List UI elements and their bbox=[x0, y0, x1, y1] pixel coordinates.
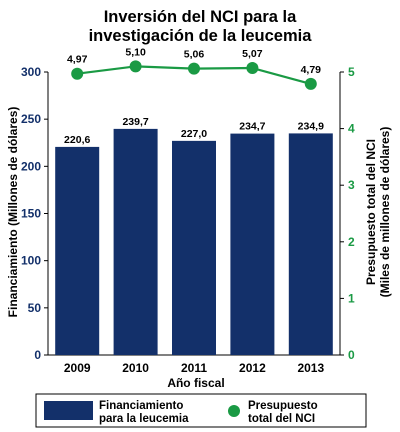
legend-label-funding-line-2: para la leucemia bbox=[99, 413, 189, 425]
right-tick-label: 2 bbox=[348, 235, 355, 249]
legend-label-budget-line-1: Presupuesto bbox=[248, 400, 318, 412]
chart-title-line-1: Inversión del NCI para la bbox=[104, 8, 297, 26]
budget-value-label: 5,06 bbox=[184, 49, 205, 61]
left-tick-label: 250 bbox=[21, 112, 41, 126]
left-tick-label: 300 bbox=[21, 65, 41, 79]
right-tick-label: 0 bbox=[348, 348, 355, 362]
bar bbox=[288, 133, 333, 355]
legend-label-funding-line-1: Financiamiento bbox=[99, 400, 183, 412]
budget-value-label: 4,79 bbox=[301, 64, 322, 76]
x-tick-label: 2012 bbox=[239, 361, 266, 375]
left-axis-title: Financiamiento (Millones de dólares) bbox=[6, 107, 20, 318]
bar-value-label: 220,6 bbox=[64, 134, 90, 146]
bar-value-label: 234,7 bbox=[239, 121, 265, 133]
right-axis-title-line-1: Presupuesto total del NCI bbox=[364, 139, 378, 285]
bar bbox=[230, 133, 275, 355]
budget-point bbox=[71, 67, 84, 80]
bar-value-label: 234,9 bbox=[298, 120, 324, 132]
budget-point bbox=[129, 60, 142, 73]
x-tick-label: 2010 bbox=[122, 361, 149, 375]
budget-value-label: 5,07 bbox=[242, 48, 263, 60]
left-tick-label: 0 bbox=[34, 348, 41, 362]
legend-swatch-funding bbox=[44, 401, 93, 420]
right-tick-label: 3 bbox=[348, 178, 355, 192]
bar-value-label: 239,7 bbox=[122, 116, 148, 128]
budget-point bbox=[246, 62, 259, 75]
budget-value-label: 5,10 bbox=[125, 46, 146, 58]
left-tick-label: 200 bbox=[21, 159, 41, 173]
budget-value-label: 4,97 bbox=[67, 54, 88, 66]
right-tick-label: 1 bbox=[348, 291, 355, 305]
plot-area: 0 50 100 150 200 250 300 0 1 2 3 4 5 2009 2010 2011 2012… bbox=[21, 46, 355, 375]
left-tick-label: 150 bbox=[21, 207, 41, 221]
bar bbox=[55, 146, 100, 355]
budget-point bbox=[304, 77, 317, 90]
bar bbox=[113, 128, 158, 355]
x-tick-label: 2011 bbox=[181, 361, 207, 375]
legend: Financiamiento para la leucemia Presupue… bbox=[35, 393, 367, 428]
x-tick-label: 2013 bbox=[297, 361, 324, 375]
bar bbox=[172, 140, 216, 355]
legend-marker-budget bbox=[228, 405, 240, 417]
right-tick-label: 5 bbox=[348, 65, 355, 79]
right-tick-label: 4 bbox=[348, 122, 355, 136]
chart-title-line-2: investigación de la leucemia bbox=[89, 27, 313, 45]
x-axis-title: Año fiscal bbox=[167, 376, 224, 390]
left-tick-label: 50 bbox=[28, 301, 42, 315]
budget-point bbox=[188, 62, 200, 75]
left-tick-label: 100 bbox=[21, 254, 41, 268]
legend-label-budget-line-2: total del NCI bbox=[248, 413, 315, 425]
bar-value-label: 227,0 bbox=[181, 128, 207, 140]
right-axis-title-line-2: (Miles de millones de dólares) bbox=[378, 127, 392, 298]
x-tick-label: 2009 bbox=[64, 361, 91, 375]
